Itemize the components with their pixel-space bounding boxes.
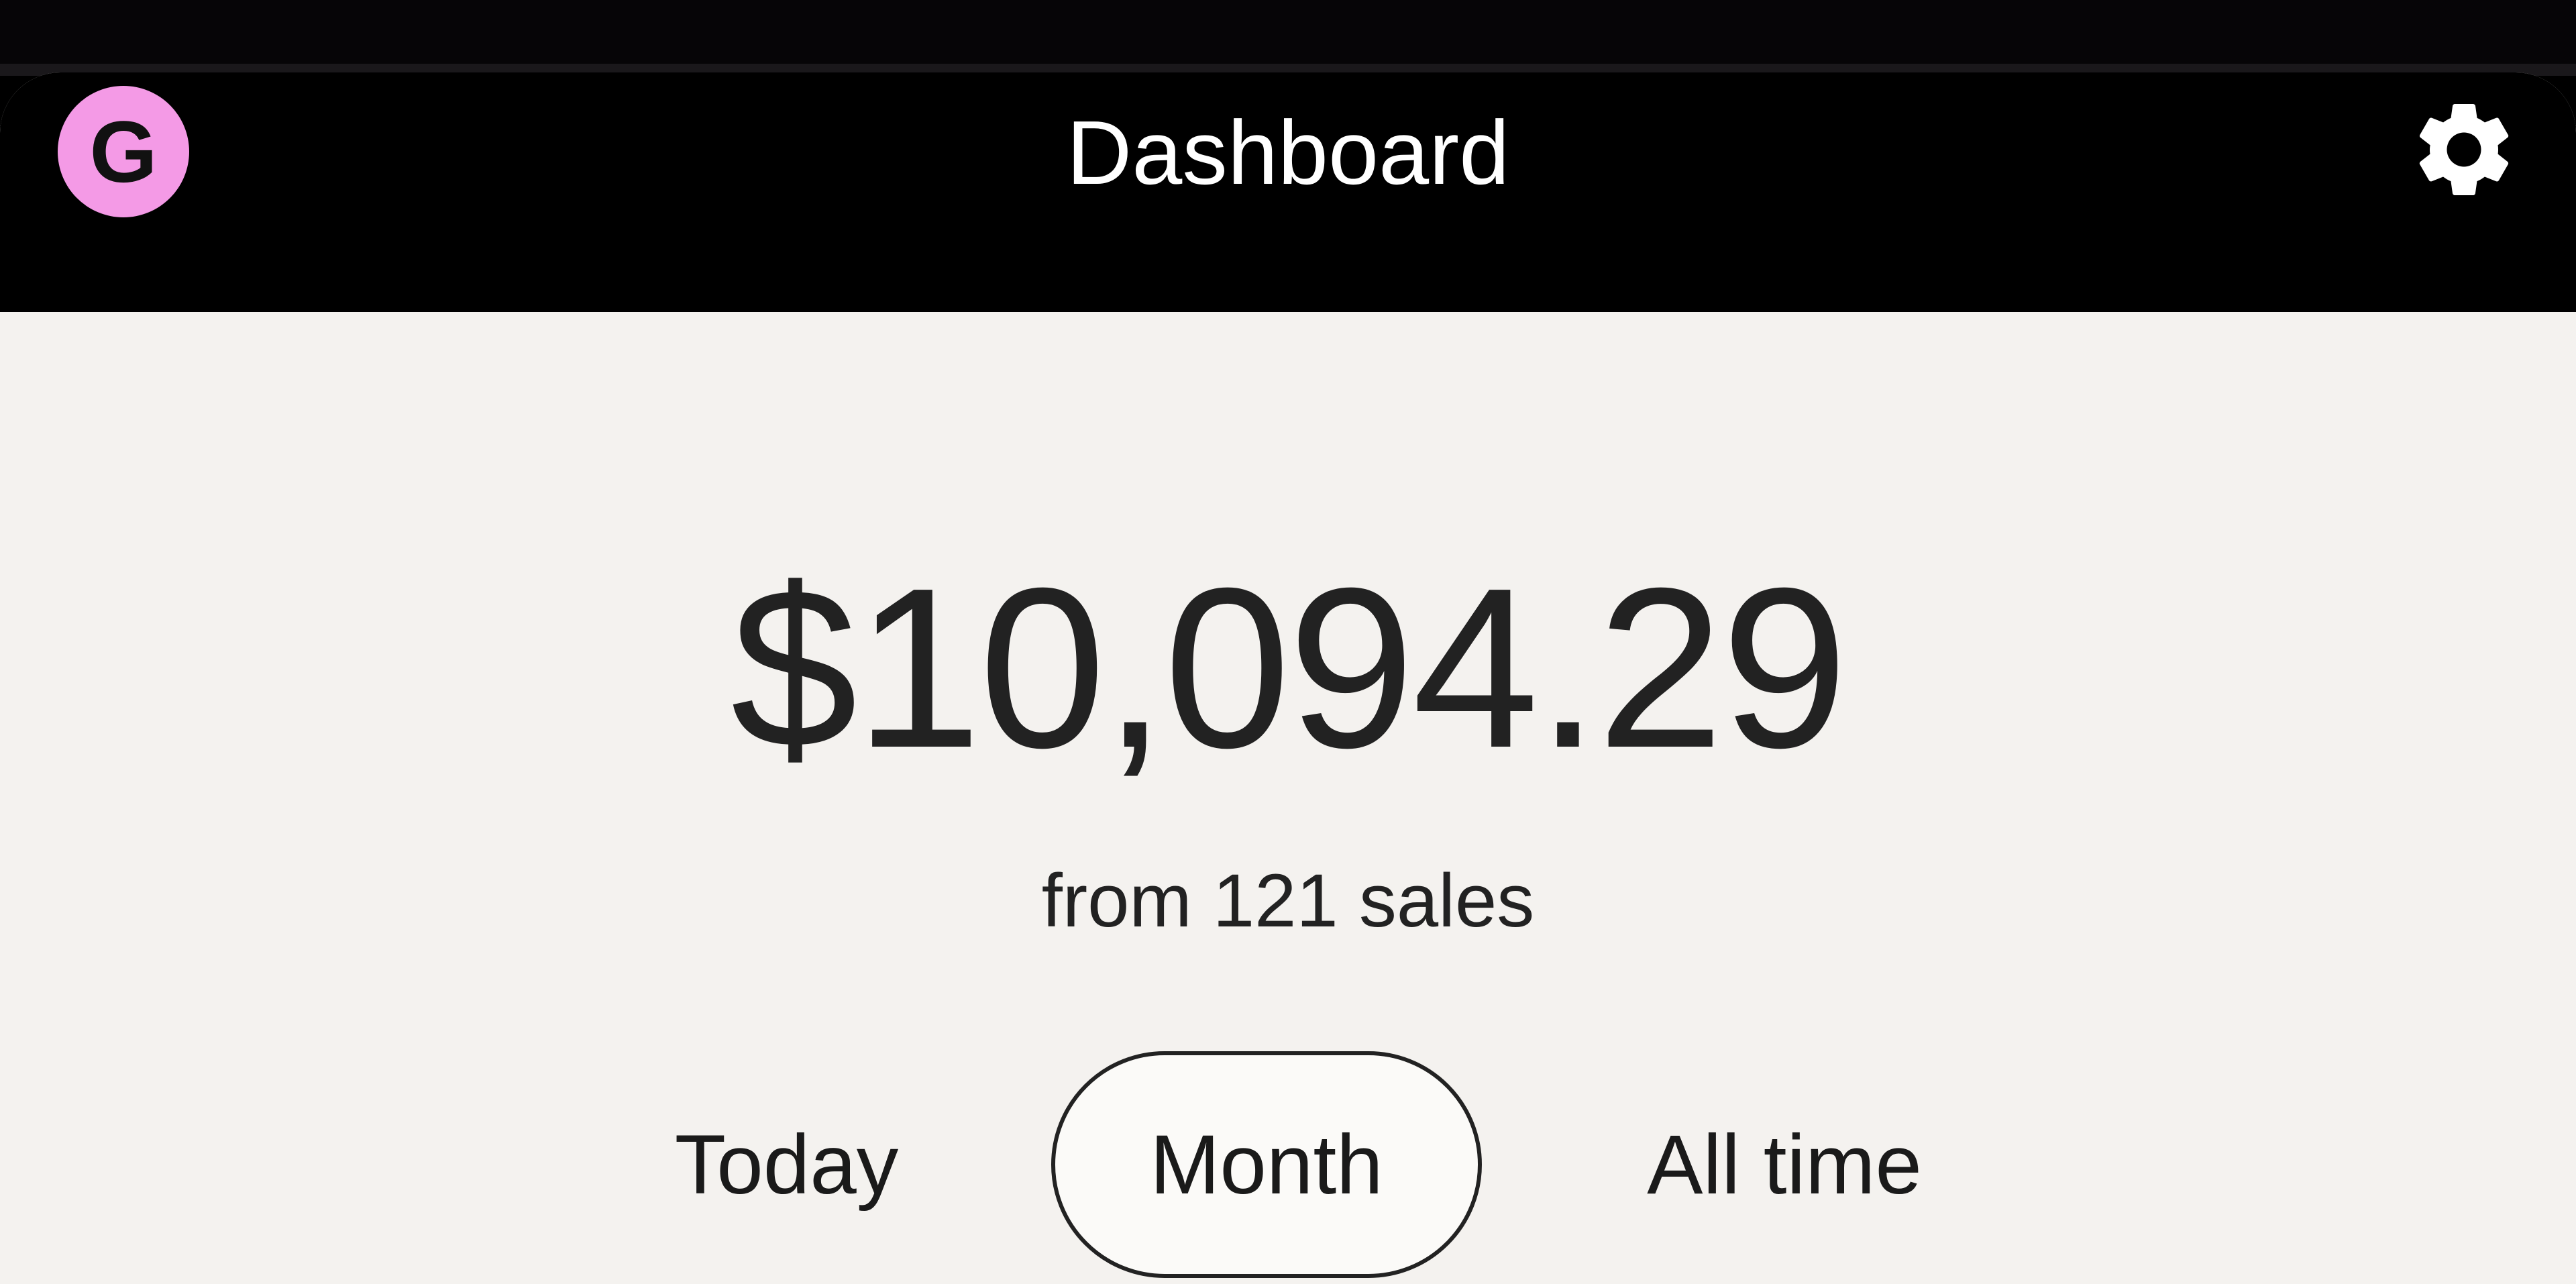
tab-month[interactable]: Month bbox=[1051, 1051, 1482, 1278]
dashboard-screen: G Dashboard $10,094.29 from 121 sales To… bbox=[0, 72, 2576, 1284]
tab-label: Month bbox=[1150, 1118, 1383, 1212]
tab-label: All time bbox=[1647, 1118, 1922, 1212]
status-bar-area bbox=[0, 0, 2576, 74]
avatar-letter: G bbox=[89, 103, 158, 201]
sales-count: from 121 sales bbox=[1041, 859, 1535, 943]
total-amount: $10,094.29 bbox=[731, 541, 1848, 796]
tab-today[interactable]: Today bbox=[671, 1051, 902, 1278]
avatar[interactable]: G bbox=[58, 86, 189, 217]
tab-all-time[interactable]: All time bbox=[1623, 1051, 1945, 1278]
gear-icon[interactable] bbox=[2407, 93, 2521, 207]
app-header: G Dashboard bbox=[0, 72, 2576, 312]
tab-label: Today bbox=[674, 1118, 899, 1212]
page-title: Dashboard bbox=[1066, 102, 1510, 203]
